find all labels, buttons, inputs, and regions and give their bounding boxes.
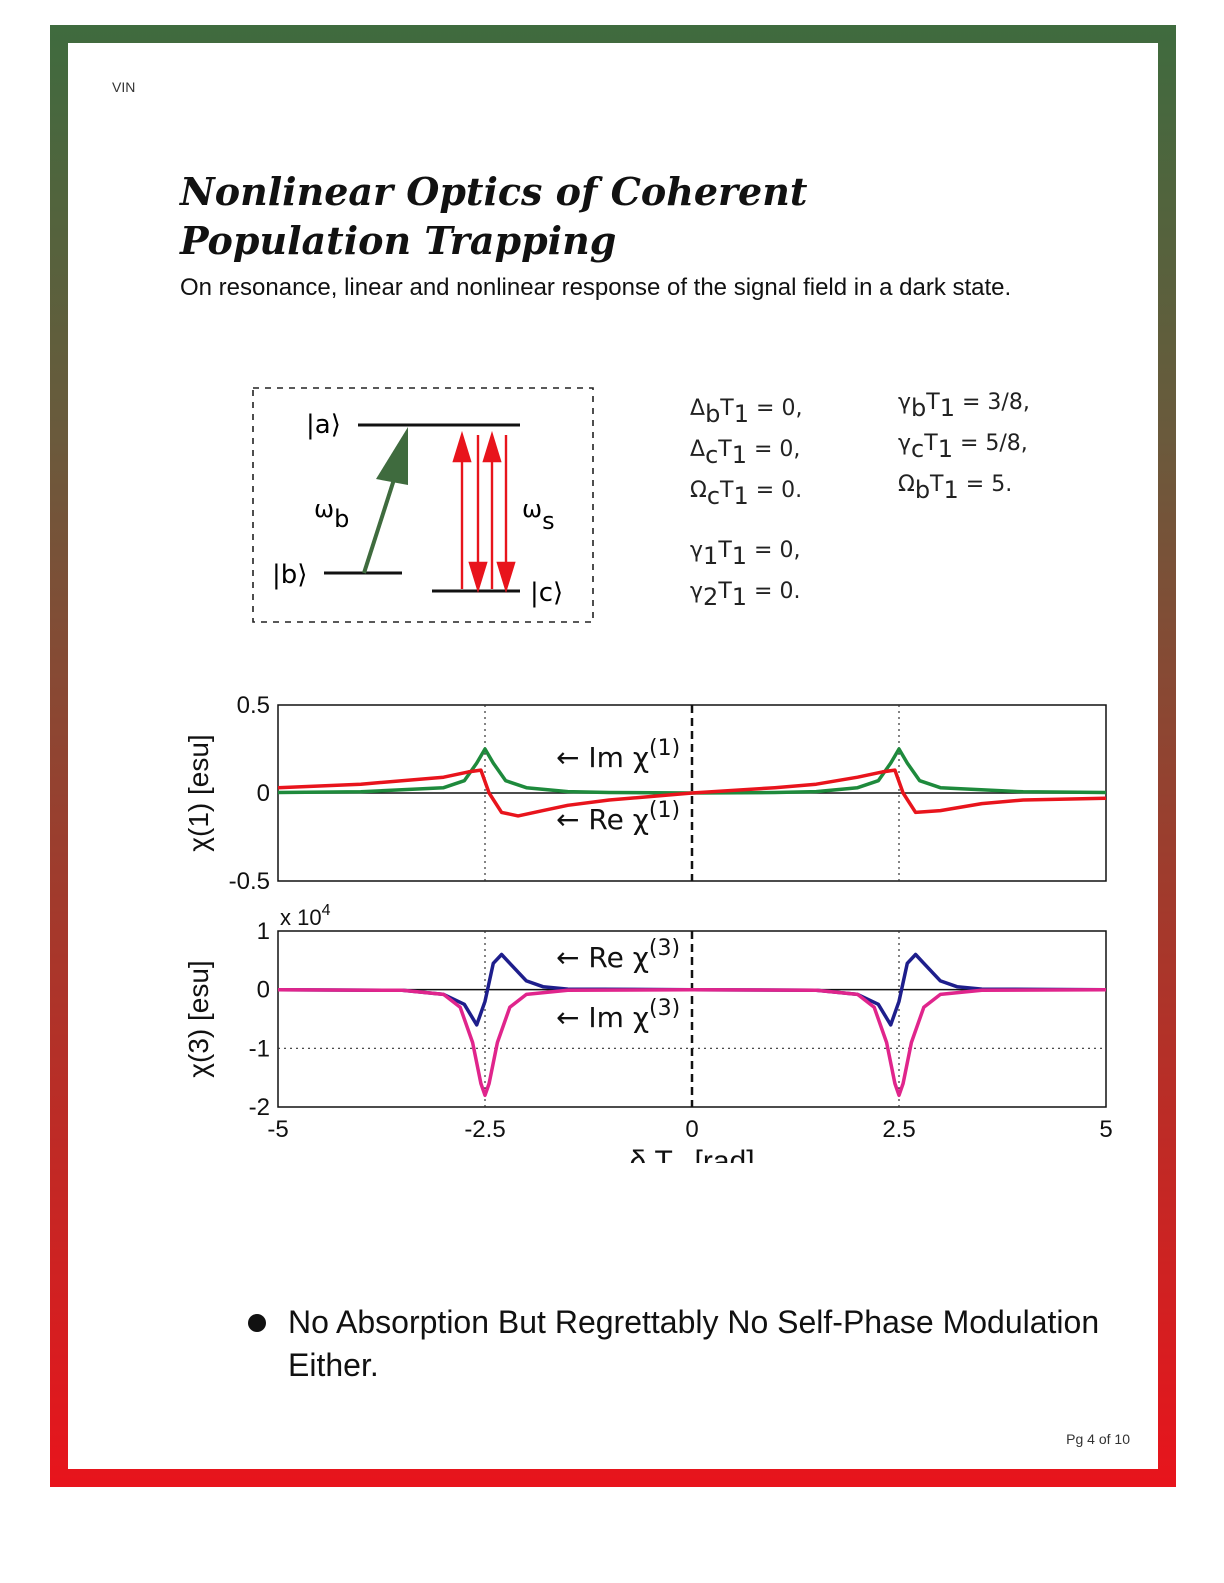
params-decay-rates: γbT1 = 3/8, γcT1 = 5/8, ΩbT1 = 5.: [898, 385, 1030, 508]
label-state-b: |b⟩: [272, 560, 307, 590]
y-tick-label: 0: [257, 977, 270, 1004]
param-main: γ: [898, 390, 912, 415]
param-value: = 0,: [747, 538, 801, 563]
label-omega-s: ωs: [522, 495, 555, 535]
param-main2: T: [718, 579, 732, 604]
param-left-0: ΔbT1 = 0,: [690, 391, 802, 432]
axis-scale-factor: x 104: [280, 902, 331, 930]
param-value: = 0,: [747, 437, 801, 462]
x-axis-label: δ T1 [rad]: [629, 1145, 754, 1163]
param-sub: b: [914, 476, 931, 504]
param-sub2: 1: [943, 476, 959, 504]
param-sub2: 1: [731, 583, 748, 611]
param-sub: c: [911, 435, 925, 463]
param-sub: c: [705, 441, 719, 469]
bullet-text: No Absorption But Regrettably No Self-Ph…: [288, 1304, 1100, 1383]
param-value: = 0.: [747, 579, 801, 604]
param-main: Δ: [690, 437, 706, 462]
param-sub: b: [911, 394, 927, 422]
param-sub2: 1: [733, 482, 749, 510]
param-main: Δ: [690, 396, 706, 421]
param-value: = 3/8,: [955, 390, 1030, 415]
param-sub: b: [705, 400, 721, 428]
param-main: Ω: [898, 472, 915, 497]
param-bottom-0: γ1T1 = 0,: [690, 533, 800, 574]
curve-annotation: ← Im χ(1): [556, 736, 680, 774]
y-tick-label: -1: [249, 1035, 270, 1062]
y-axis-label-2: χ(3) [esu]: [183, 960, 214, 1077]
pump-arrow-head: [376, 427, 408, 485]
param-main: γ: [690, 579, 704, 604]
page-content: VIN Nonlinear Optics of Coherent Populat…: [68, 43, 1158, 1469]
param-right-0: γbT1 = 3/8,: [898, 385, 1030, 426]
param-sub: 1: [703, 542, 719, 570]
param-sub2: 1: [939, 394, 955, 422]
param-main2: T: [718, 437, 732, 462]
pump-arrow-shaft: [362, 466, 400, 574]
series-line-1-2: [277, 768, 1107, 818]
param-main: γ: [898, 431, 912, 456]
param-sub2: 1: [733, 400, 750, 428]
param-sub: 2: [703, 583, 719, 611]
param-sub2: 1: [937, 435, 953, 463]
page-number: Pg 4 of 10: [1066, 1431, 1130, 1447]
param-left-2: ΩcT1 = 0.: [690, 473, 802, 514]
params-dephasing: γ1T1 = 0, γ2T1 = 0.: [690, 533, 800, 615]
param-main2: T: [930, 472, 944, 497]
x-tick-label: -2.5: [464, 1116, 505, 1143]
bullet-item: No Absorption But Regrettably No Self-Ph…: [248, 1301, 1108, 1387]
x-tick-label: 5: [1099, 1116, 1112, 1143]
param-right-1: γcT1 = 5/8,: [898, 426, 1030, 467]
param-bottom-1: γ2T1 = 0.: [690, 574, 800, 615]
param-value: = 0,: [749, 396, 803, 421]
label-omega-b: ωb: [314, 495, 349, 533]
page-title: Nonlinear Optics of Coherent Population …: [180, 167, 807, 265]
param-value: = 5/8,: [952, 431, 1028, 456]
series-line-2-2: [277, 987, 1107, 1098]
y-tick-label: -0.5: [229, 868, 270, 895]
param-sub: c: [706, 482, 721, 510]
y-tick-label: 0.5: [237, 693, 270, 719]
param-main2: T: [720, 396, 734, 421]
header-tag: VIN: [112, 79, 136, 95]
param-value: = 0.: [748, 478, 803, 503]
param-main: γ: [690, 538, 704, 563]
diagram-frame: [252, 387, 594, 623]
param-main2: T: [926, 390, 940, 415]
param-main2: T: [718, 538, 732, 563]
param-main: Ω: [690, 478, 707, 503]
signal-arrows: [452, 430, 516, 594]
x-tick-label: 2.5: [882, 1116, 915, 1143]
param-sub2: 1: [731, 542, 748, 570]
y-tick-label: -2: [249, 1094, 270, 1121]
param-main2: T: [924, 431, 938, 456]
param-value: = 5.: [958, 472, 1013, 497]
param-right-2: ΩbT1 = 5.: [898, 467, 1030, 508]
param-left-1: ΔcT1 = 0,: [690, 432, 802, 473]
param-sub2: 1: [731, 441, 747, 469]
y-tick-label: 1: [257, 918, 270, 945]
y-axis-label-1: χ(1) [esu]: [183, 734, 214, 851]
label-state-a: |a⟩: [306, 410, 341, 440]
y-tick-label: 0: [257, 780, 270, 807]
title-line-1: Nonlinear Optics of Coherent: [180, 169, 808, 214]
level-diagram: |a⟩ |b⟩ |c⟩ ωb ωs: [252, 387, 594, 623]
param-main2: T: [720, 478, 734, 503]
x-tick-label: 0: [685, 1116, 698, 1143]
title-line-2: Population Trapping: [180, 218, 617, 263]
curve-annotation: ← Re χ(1): [556, 798, 680, 836]
label-state-c: |c⟩: [530, 578, 563, 608]
curve-annotation: ← Re χ(3): [556, 936, 680, 974]
curve-annotation: ← Im χ(3): [556, 996, 680, 1034]
susceptibility-chart: 0.5 0 -0.5 ← Im χ(1) ← Re χ(1) χ(1) [esu] 1 0 -1…: [183, 693, 1113, 1163]
page-border: VIN Nonlinear Optics of Coherent Populat…: [50, 25, 1176, 1487]
params-detunings: ΔbT1 = 0, ΔcT1 = 0, ΩcT1 = 0.: [690, 391, 802, 514]
bullet-dot: [248, 1314, 266, 1332]
subtitle: On resonance, linear and nonlinear respo…: [180, 274, 1012, 301]
x-tick-label: -5: [267, 1116, 288, 1143]
